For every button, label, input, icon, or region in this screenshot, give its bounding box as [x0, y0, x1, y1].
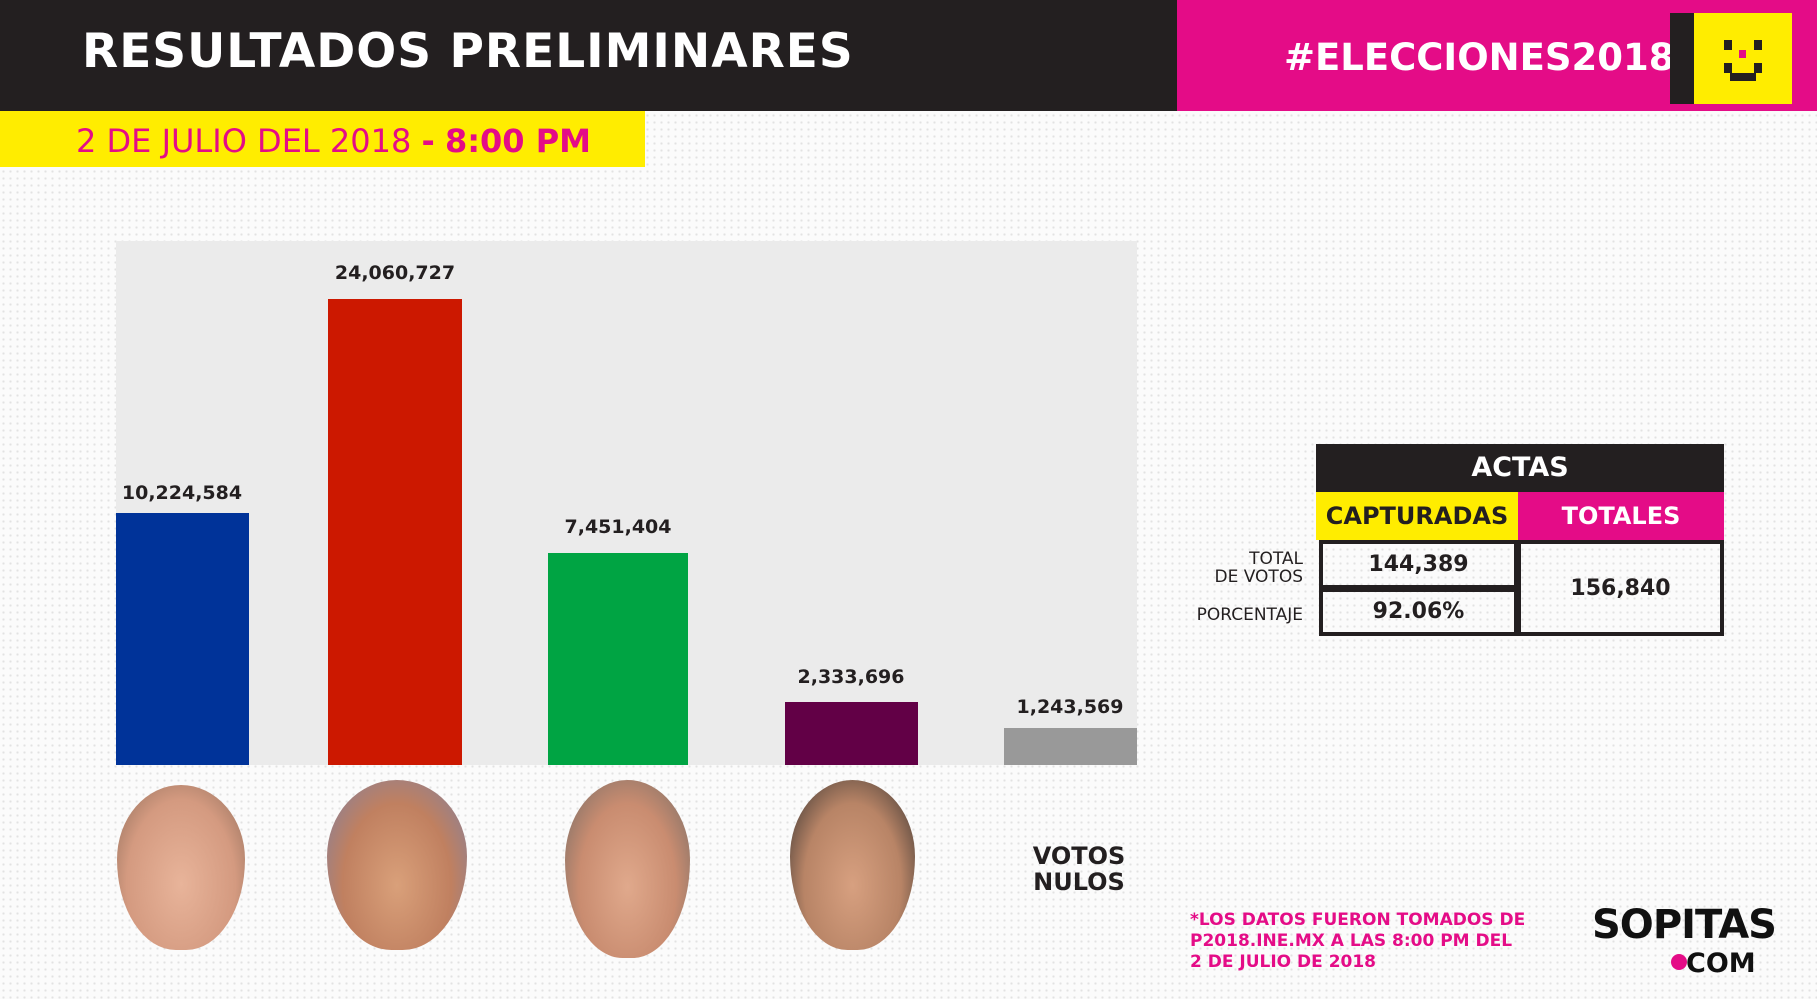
- row-label-total-votos: TOTAL DE VOTOS: [1150, 550, 1303, 586]
- sopitas-logo: SOPITAS: [1592, 902, 1777, 948]
- date-bar: [0, 111, 645, 167]
- bar-candidate-2: [328, 299, 462, 765]
- bar-label-candidate-1: 10,224,584: [121, 482, 243, 504]
- header-bar: [0, 0, 1177, 111]
- separator: -: [421, 122, 435, 160]
- bar-votos-nulos: [1004, 728, 1137, 765]
- date: 2 DE JULIO DEL 2018: [76, 122, 412, 160]
- row-label-porcentaje: PORCENTAJE: [1196, 605, 1303, 625]
- totales-cell: 156,840: [1518, 540, 1724, 636]
- bar-label-candidate-2: 24,060,727: [334, 262, 456, 284]
- votos-nulos-line2: NULOS: [1033, 868, 1125, 896]
- bar-label-candidate-3: 7,451,404: [564, 516, 672, 538]
- actas-title: ACTAS: [1316, 444, 1724, 492]
- candidate-3-photo: [565, 780, 690, 958]
- pink-dot-icon: [1671, 954, 1687, 970]
- time: 8:00 PM: [444, 122, 591, 160]
- footnote-line2: P2018.INE.MX A LAS 8:00 PM DEL: [1190, 931, 1513, 951]
- smiley-logo-icon: [1670, 13, 1792, 104]
- candidate-4-photo: [790, 780, 915, 950]
- votos-nulos-line1: VOTOS: [1032, 842, 1126, 870]
- capturadas-total-cell: 144,389: [1319, 540, 1518, 589]
- row-label-total-line2: DE VOTOS: [1214, 567, 1303, 587]
- actas-body: 144,389 92.06% 156,840: [1316, 540, 1724, 636]
- candidate-2-photo: [327, 780, 467, 950]
- actas-subheader: CAPTURADAS TOTALES: [1316, 492, 1724, 540]
- bar-label-votos-nulos: 1,243,569: [1016, 696, 1124, 718]
- bar-candidate-1: [116, 513, 249, 765]
- col-totales: TOTALES: [1518, 492, 1724, 540]
- bar-candidate-4: [785, 702, 918, 765]
- votos-nulos-label: VOTOS NULOS: [1014, 843, 1144, 895]
- sopitas-com-suffix: COM: [1686, 948, 1756, 979]
- bar-candidate-3: [548, 553, 688, 765]
- candidate-1-photo: [117, 785, 245, 950]
- page-title: RESULTADOS PRELIMINARES: [82, 24, 854, 79]
- footnote-line3: 2 DE JULIO DE 2018: [1190, 952, 1377, 972]
- capturadas-pct-cell: 92.06%: [1319, 588, 1518, 636]
- hashtag: #ELECCIONES2018: [1284, 36, 1675, 79]
- row-label-total-line1: TOTAL: [1249, 549, 1303, 569]
- date-time: 2 DE JULIO DEL 2018 - 8:00 PM: [76, 122, 591, 160]
- source-footnote: *LOS DATOS FUERON TOMADOS DE P2018.INE.M…: [1190, 910, 1525, 973]
- actas-table: ACTAS CAPTURADAS TOTALES 144,389 92.06% …: [1316, 444, 1724, 636]
- capturadas-cells: 144,389 92.06%: [1316, 540, 1518, 636]
- bar-label-candidate-4: 2,333,696: [797, 666, 905, 688]
- col-capturadas: CAPTURADAS: [1316, 492, 1518, 540]
- footnote-line1: *LOS DATOS FUERON TOMADOS DE: [1190, 910, 1526, 930]
